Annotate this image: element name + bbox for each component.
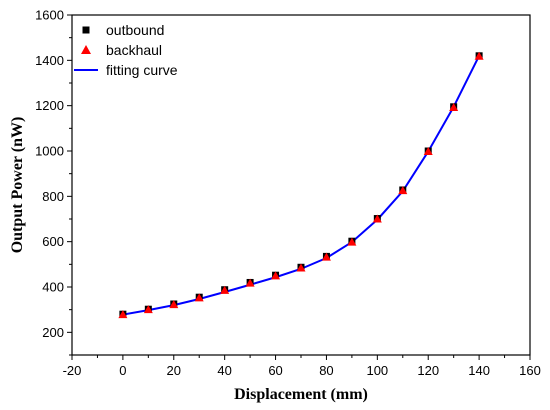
legend-label: outbound — [106, 22, 164, 38]
y-axis-title: Output Power (nW) — [9, 117, 26, 254]
backhaul-point — [296, 263, 306, 272]
backhaul-point — [220, 285, 230, 294]
y-tick-label: 800 — [42, 189, 64, 204]
backhaul-point — [321, 252, 331, 261]
x-tick-label: 60 — [268, 363, 282, 378]
backhaul-point — [347, 237, 357, 246]
backhaul-point — [143, 305, 153, 314]
y-tick-label: 1600 — [35, 8, 64, 23]
backhaul-point — [245, 278, 255, 287]
backhaul-point — [398, 186, 408, 195]
x-tick-label: 140 — [468, 363, 490, 378]
x-tick-label: 100 — [366, 363, 388, 378]
backhaul-point — [271, 271, 281, 280]
backhaul-point — [474, 51, 484, 60]
y-tick-label: 200 — [42, 325, 64, 340]
x-tick-label: 0 — [119, 363, 126, 378]
y-tick-label: 1000 — [35, 144, 64, 159]
x-axis-title: Displacement (mm) — [234, 386, 368, 403]
y-tick-label: 1200 — [35, 98, 64, 113]
x-tick-label: 120 — [417, 363, 439, 378]
x-tick-label: 20 — [167, 363, 181, 378]
x-tick-label: 40 — [217, 363, 231, 378]
backhaul-point — [194, 293, 204, 302]
x-tick-label: 160 — [519, 363, 541, 378]
fitting-curve-line — [122, 55, 481, 316]
y-tick-label: 600 — [42, 234, 64, 249]
backhaul-point — [449, 102, 459, 111]
backhaul-point — [423, 146, 433, 155]
legend-label: backhaul — [106, 42, 162, 58]
backhaul-point — [372, 214, 382, 223]
y-tick-label: 400 — [42, 280, 64, 295]
x-tick-label: -20 — [63, 363, 82, 378]
y-tick-label: 1400 — [35, 53, 64, 68]
legend-backhaul-swatch — [81, 45, 91, 54]
backhaul-point — [118, 310, 128, 319]
legend-label: fitting curve — [106, 62, 178, 78]
backhaul-point — [169, 300, 179, 309]
x-tick-label: 80 — [319, 363, 333, 378]
legend-outbound-swatch — [82, 26, 90, 34]
